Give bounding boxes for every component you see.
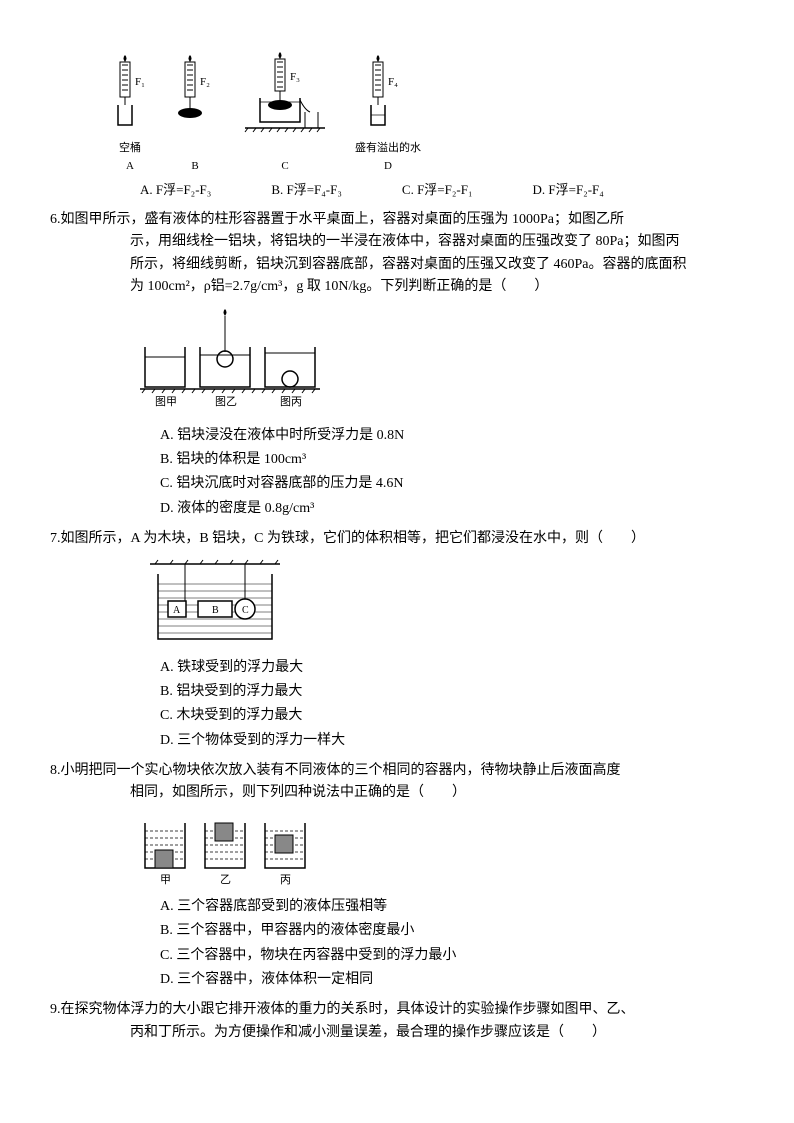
q6-figure: 图甲 图乙 图丙	[140, 307, 744, 417]
q8-num: 8.	[50, 763, 61, 778]
q6-line2: 示，用细线栓一铝块，将铝块的一半浸在液体中，容器对桌面的压强改变了 80Pa；如…	[130, 231, 744, 253]
q6-num: 6.	[50, 212, 61, 227]
q9-line1: 在探究物体浮力的大小跟它排开液体的重力的关系时，具体设计的实验操作步骤如图甲、乙…	[61, 1002, 635, 1017]
q8-options: A. 三个容器底部受到的液体压强相等 B. 三个容器中，甲容器内的液体密度最小 …	[160, 896, 744, 992]
label-d: D	[384, 158, 392, 176]
q7-text: 如图所示，A 为木块，B 铝块，C 为铁球，它们的体积相等，把它们都浸没在水中，…	[61, 531, 646, 546]
q7-figure: A B C	[140, 559, 744, 649]
q6-line1: 如图甲所示，盛有液体的柱形容器置于水平桌面上，容器对桌面的压强为 1000Pa；…	[61, 212, 625, 227]
q7-opt-c: C. 木块受到的浮力最大	[160, 705, 744, 727]
q8-line1: 小明把同一个实心物块依次放入装有不同液体的三个相同的容器内，待物块静止后液面高度	[61, 763, 621, 778]
svg-text:C: C	[242, 605, 249, 616]
svg-text:B: B	[212, 605, 219, 616]
q6-fig-a: 图甲	[155, 395, 177, 408]
spring-scale-c-icon: F₃	[240, 50, 330, 140]
spring-scale-a-icon: F₁	[110, 50, 150, 140]
q9: 9.在探究物体浮力的大小跟它排开液体的重力的关系时，具体设计的实验操作步骤如图甲…	[50, 999, 744, 1044]
svg-text:甲: 甲	[160, 874, 171, 886]
q8-opt-c: C. 三个容器中，物块在丙容器中受到的浮力最小	[160, 945, 744, 967]
svg-text:A: A	[173, 605, 181, 616]
q5-options: A. F浮=F₂-F₃ B. F浮=F₄-F₃ C. F浮=F₂-F₁ D. F…	[140, 180, 744, 201]
q6-opt-c: C. 铝块沉底时对容器底部的压力是 4.6N	[160, 473, 744, 495]
q8-line2: 相同，如图所示，则下列四种说法中正确的是（ ）	[130, 782, 744, 804]
force-f3-label: F₃	[290, 71, 300, 83]
spring-scale-d-icon: F₄	[363, 50, 413, 140]
q7-opt-b: B. 铝块受到的浮力最大	[160, 681, 744, 703]
q8-opt-a: A. 三个容器底部受到的液体压强相等	[160, 896, 744, 918]
q7-opt-d: D. 三个物体受到的浮力一样大	[160, 730, 744, 752]
q6-fig-c: 图丙	[280, 395, 302, 408]
fig-b: F₂ B	[175, 50, 215, 175]
caption-d: 盛有溢出的水	[355, 140, 421, 158]
q7-options: A. 铁球受到的浮力最大 B. 铝块受到的浮力最大 C. 木块受到的浮力最大 D…	[160, 657, 744, 753]
q7-num: 7.	[50, 531, 61, 546]
fig-a: F₁ 空桶 A	[110, 50, 150, 175]
q5-figure-row: F₁ 空桶 A F₂ B	[110, 50, 744, 175]
force-f4-label: F₄	[388, 76, 398, 88]
spring-scale-b-icon: F₂	[175, 50, 215, 140]
q8-containers-icon: 甲 乙 丙	[140, 813, 320, 888]
q7-opt-a: A. 铁球受到的浮力最大	[160, 657, 744, 679]
q7: 7.如图所示，A 为木块，B 铝块，C 为铁球，它们的体积相等，把它们都浸没在水…	[50, 528, 744, 752]
q5-opt-a: A. F浮=F₂-F₃	[140, 180, 211, 201]
svg-text:乙: 乙	[220, 873, 231, 886]
fig-c: F₃ C	[240, 50, 330, 175]
q9-line2: 丙和丁所示。为方便操作和减小测量误差，最合理的操作步骤应该是（ ）	[130, 1022, 744, 1044]
q7-container-icon: A B C	[140, 559, 290, 649]
label-a: A	[126, 158, 134, 176]
q8-opt-b: B. 三个容器中，甲容器内的液体密度最小	[160, 920, 744, 942]
q6-opt-d: D. 液体的密度是 0.8g/cm³	[160, 498, 744, 520]
svg-text:丙: 丙	[280, 874, 291, 886]
q6: 6.如图甲所示，盛有液体的柱形容器置于水平桌面上，容器对桌面的压强为 1000P…	[50, 209, 744, 520]
q5-opt-d: D. F浮=F₂-F₄	[533, 180, 604, 201]
caption-a: 空桶	[119, 140, 141, 158]
q6-opt-b: B. 铝块的体积是 100cm³	[160, 449, 744, 471]
q6-fig-b: 图乙	[215, 395, 237, 408]
label-c: C	[281, 158, 288, 176]
q8: 8.小明把同一个实心物块依次放入装有不同液体的三个相同的容器内，待物块静止后液面…	[50, 760, 744, 991]
fig-d: F₄ 盛有溢出的水 D	[355, 50, 421, 175]
q6-options: A. 铝块浸没在液体中时所受浮力是 0.8N B. 铝块的体积是 100cm³ …	[160, 425, 744, 521]
q8-opt-d: D. 三个容器中，液体体积一定相同	[160, 969, 744, 991]
q6-line3: 所示，将细线剪断，铝块沉到容器底部，容器对桌面的压强又改变了 460Pa。容器的…	[130, 254, 744, 276]
force-f2-label: F₂	[200, 76, 210, 88]
q6-containers-icon: 图甲 图乙 图丙	[140, 307, 320, 417]
q5-opt-c: C. F浮=F₂-F₁	[402, 180, 473, 201]
q9-num: 9.	[50, 1002, 61, 1017]
q8-figure: 甲 乙 丙	[140, 813, 744, 888]
force-f1-label: F₁	[135, 76, 145, 88]
q6-opt-a: A. 铝块浸没在液体中时所受浮力是 0.8N	[160, 425, 744, 447]
label-b: B	[191, 158, 198, 176]
q5-opt-b: B. F浮=F₄-F₃	[271, 180, 342, 201]
q6-line4: 为 100cm²，ρ铝=2.7g/cm³，g 取 10N/kg。下列判断正确的是…	[130, 276, 744, 298]
